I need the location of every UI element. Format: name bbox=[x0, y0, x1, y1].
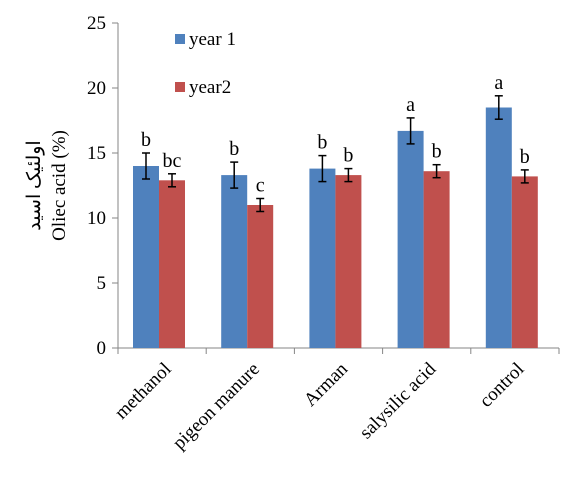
significance-letter: b bbox=[343, 145, 353, 167]
legend-swatch bbox=[175, 82, 185, 92]
bar bbox=[159, 180, 185, 348]
significance-letter: bc bbox=[163, 150, 182, 172]
error-bars bbox=[142, 95, 529, 213]
y-tick-label: 25 bbox=[87, 13, 106, 34]
x-tick-label: methanol bbox=[111, 359, 176, 424]
significance-letter: c bbox=[256, 175, 265, 197]
x-tick-label: Arman bbox=[300, 358, 353, 411]
y-axis-title: اولئیک اسید Oliec acid (%) bbox=[24, 130, 70, 241]
x-axis bbox=[117, 347, 560, 354]
legend-swatch bbox=[175, 34, 185, 44]
y-tick-label: 15 bbox=[87, 143, 106, 164]
bar bbox=[485, 107, 512, 348]
y-tick-label: 10 bbox=[87, 208, 106, 229]
significance-letter: a bbox=[406, 94, 415, 116]
bar bbox=[221, 175, 248, 348]
significance-letter: a bbox=[494, 72, 503, 94]
y-tick-label: 0 bbox=[97, 338, 107, 359]
bar bbox=[335, 175, 362, 348]
x-tick-label: pigeon manure bbox=[169, 359, 264, 454]
significance-letter: b bbox=[141, 129, 151, 151]
y-axis-title-line: Oliec acid (%) bbox=[49, 130, 70, 241]
legend-label: year 1 bbox=[189, 29, 236, 50]
legend-label: year2 bbox=[189, 77, 231, 98]
bars bbox=[133, 107, 538, 348]
y-axis-title-line: اولئیک اسید bbox=[24, 140, 45, 230]
bar bbox=[397, 130, 424, 348]
y-axis: 0 5 10 15 20 25 bbox=[87, 13, 119, 359]
significance-letter: b bbox=[229, 138, 239, 160]
x-tick-label: salysilic acid bbox=[356, 358, 441, 443]
y-tick-label: 20 bbox=[87, 78, 106, 99]
bar bbox=[423, 171, 450, 348]
significance-letter: b bbox=[432, 141, 442, 163]
bar bbox=[511, 176, 538, 348]
significance-letter: b bbox=[317, 132, 327, 154]
significance-letter: b bbox=[520, 146, 530, 168]
x-tick-label: control bbox=[476, 359, 529, 412]
y-tick-label: 5 bbox=[97, 273, 107, 294]
bar bbox=[309, 168, 336, 348]
bar bbox=[133, 166, 159, 348]
bar bbox=[247, 205, 274, 348]
legend: year 1 year2 bbox=[175, 29, 236, 98]
